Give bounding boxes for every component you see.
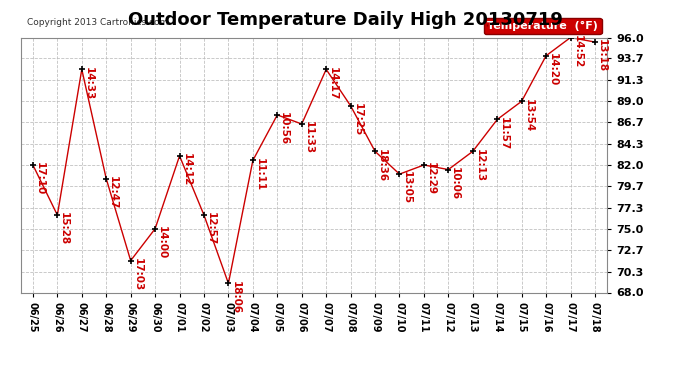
- Text: 17:25: 17:25: [353, 103, 362, 136]
- Text: Outdoor Temperature Daily High 20130719: Outdoor Temperature Daily High 20130719: [128, 11, 562, 29]
- Text: 10:56: 10:56: [279, 112, 289, 145]
- Text: Copyright 2013 Cartronics.com: Copyright 2013 Cartronics.com: [26, 18, 168, 27]
- Text: 11:11: 11:11: [255, 158, 265, 191]
- Text: 10:06: 10:06: [451, 167, 460, 200]
- Text: 18:36: 18:36: [377, 148, 387, 182]
- Text: 17:10: 17:10: [35, 162, 45, 195]
- Text: 12:47: 12:47: [108, 176, 118, 209]
- Text: 13:54: 13:54: [524, 99, 533, 132]
- Text: 14:33: 14:33: [83, 67, 94, 100]
- Text: 12:29: 12:29: [426, 162, 436, 195]
- Text: 13:05: 13:05: [402, 171, 411, 204]
- Text: 12:57: 12:57: [206, 212, 216, 246]
- Text: 14:12: 14:12: [181, 153, 192, 186]
- Text: 13:18: 13:18: [597, 39, 607, 72]
- Text: 14:20: 14:20: [548, 53, 558, 86]
- Text: 14:52: 14:52: [573, 35, 582, 68]
- Text: 15:28: 15:28: [59, 212, 69, 246]
- Text: 17:03: 17:03: [132, 258, 143, 291]
- Text: 11:57: 11:57: [499, 117, 509, 150]
- Text: 18:06: 18:06: [230, 280, 240, 314]
- Text: 14:00: 14:00: [157, 226, 167, 259]
- Text: 12:13: 12:13: [475, 148, 485, 182]
- Text: 11:33: 11:33: [304, 121, 314, 154]
- Legend: Temperature  (°F): Temperature (°F): [484, 18, 602, 34]
- Text: 14:17: 14:17: [328, 67, 338, 100]
